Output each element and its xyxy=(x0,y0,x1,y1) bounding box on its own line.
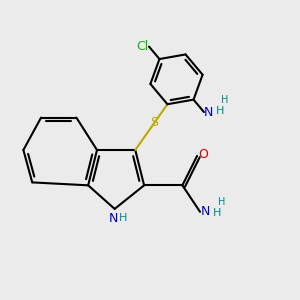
Text: S: S xyxy=(150,116,158,129)
Text: N: N xyxy=(201,205,210,218)
Text: Cl: Cl xyxy=(136,40,149,53)
Text: O: O xyxy=(199,148,208,161)
Text: H: H xyxy=(221,95,228,105)
Text: H: H xyxy=(213,208,221,218)
Text: H: H xyxy=(119,213,128,223)
Text: H: H xyxy=(218,196,225,206)
Text: N: N xyxy=(109,212,118,225)
Text: N: N xyxy=(204,106,213,118)
Text: H: H xyxy=(216,106,224,116)
